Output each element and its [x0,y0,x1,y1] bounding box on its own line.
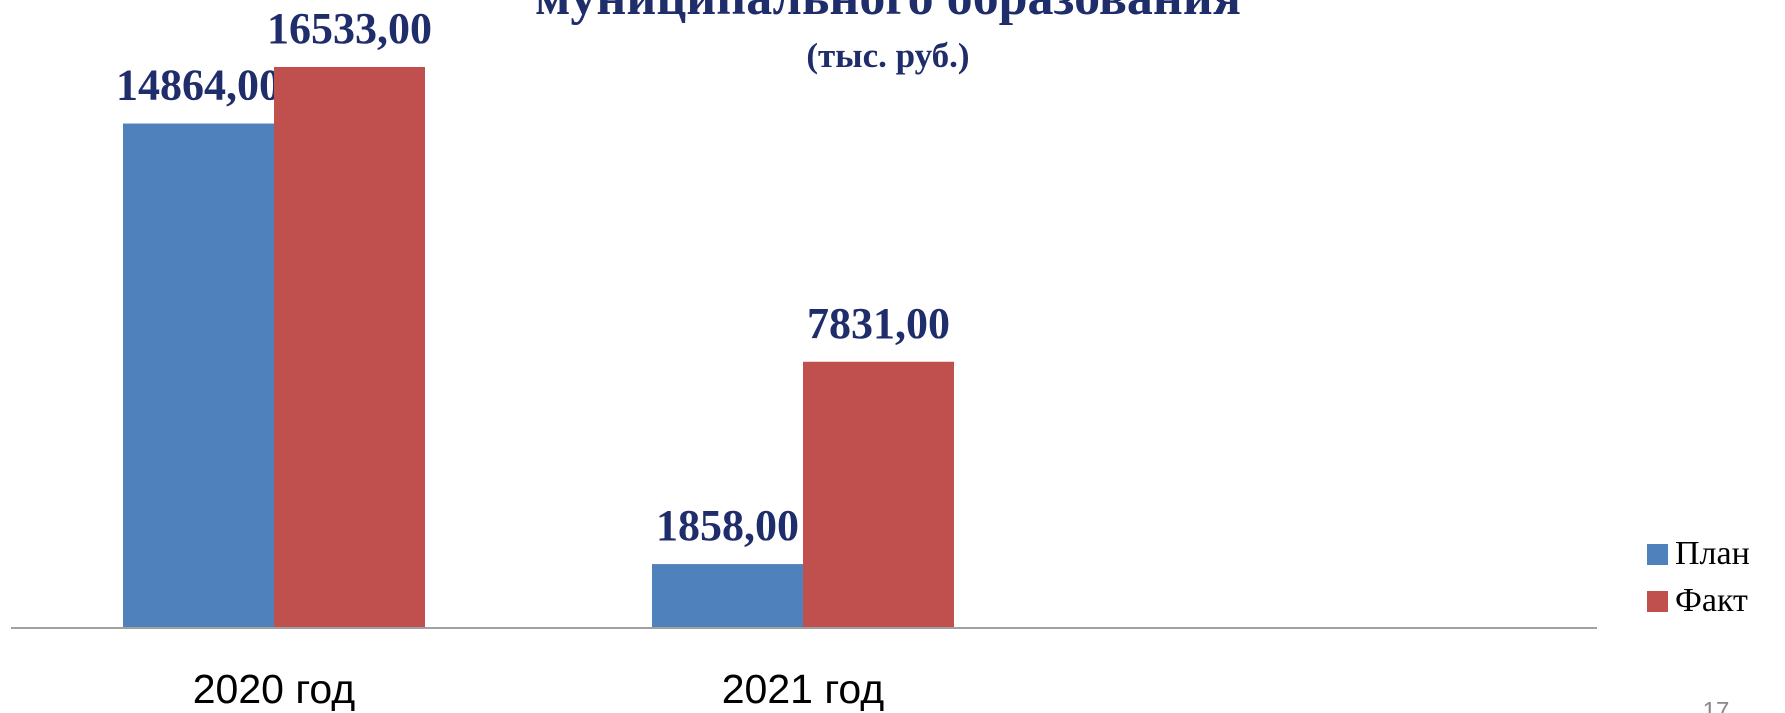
chart-subtitle: (тыс. руб.) [806,36,969,75]
data-label: 1858,00 [656,501,799,550]
legend-label: Факт [1675,582,1748,619]
data-label: 7831,00 [807,299,950,348]
bar [652,564,803,627]
data-label: 16533,00 [267,4,432,53]
bar [803,361,954,627]
legend-label: План [1675,535,1750,572]
legend-swatch [1647,591,1668,612]
x-tick-label: 2020 год [193,666,356,712]
data-label: 14864,00 [116,61,281,110]
bar [123,123,274,627]
legend-swatch [1647,544,1668,565]
chart-title: муниципального образования [535,0,1241,26]
x-tick-label: 2021 год [722,666,885,712]
bar [274,67,425,627]
page-number: 17 [1703,697,1730,713]
